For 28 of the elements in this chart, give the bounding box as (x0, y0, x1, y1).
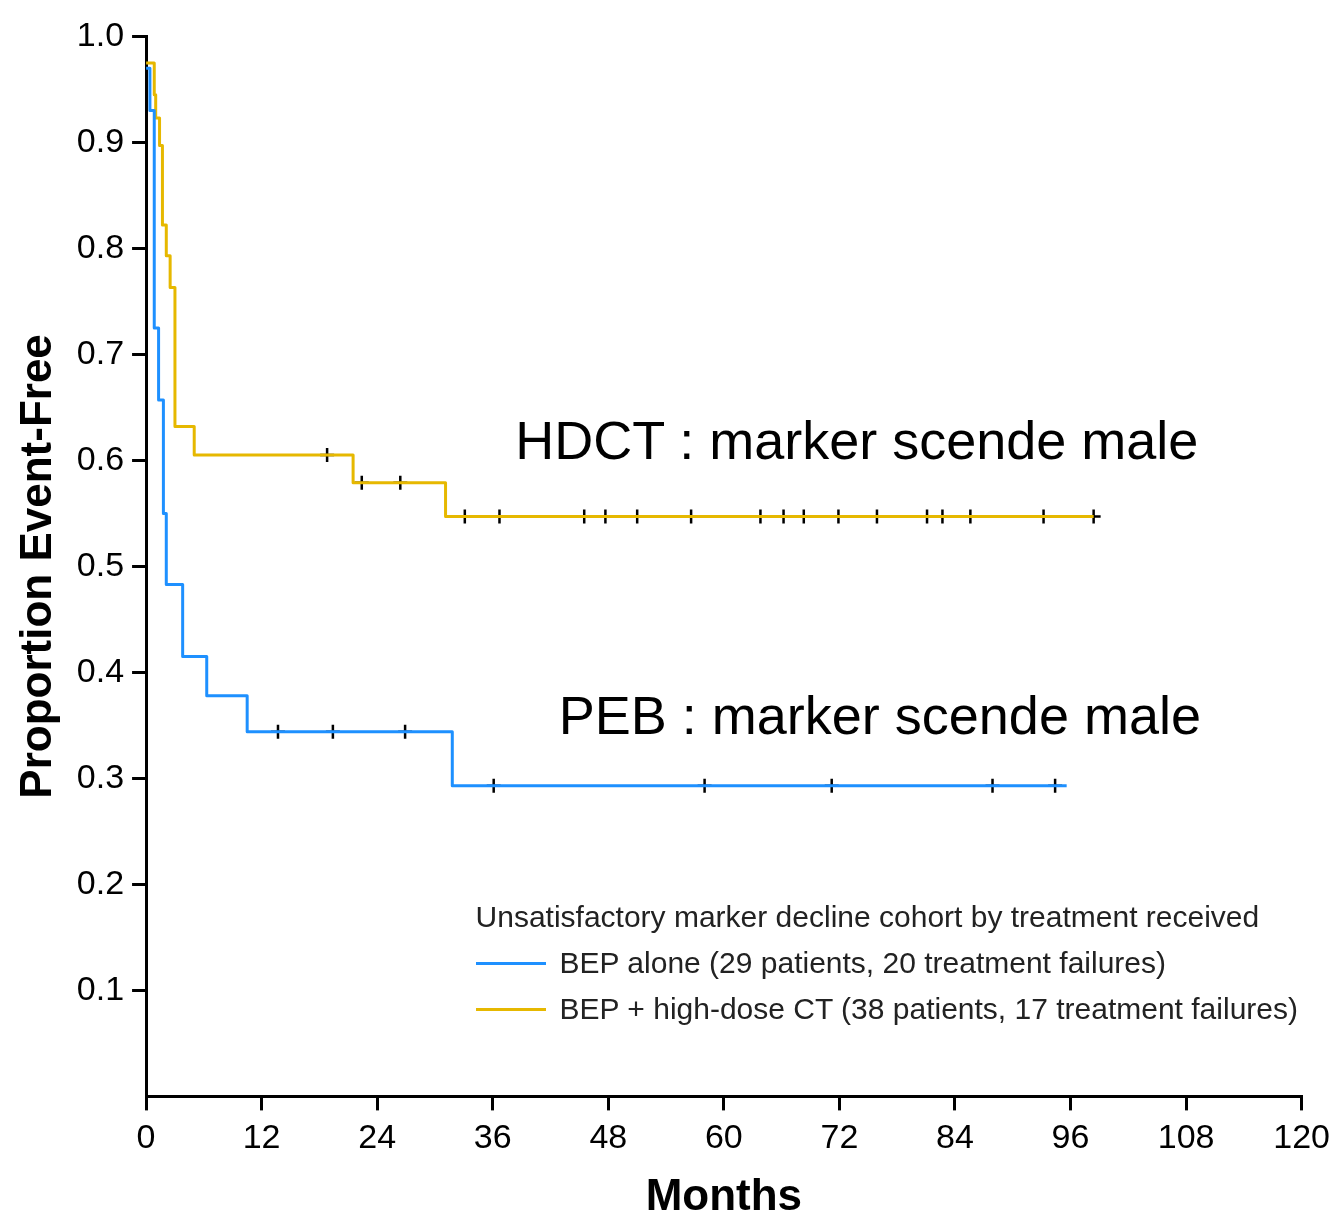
x-tick-label: 96 (1051, 1117, 1090, 1156)
legend-title: Unsatisfactory marker decline cohort by treatment received (475, 900, 1261, 934)
annotation: HDCT : marker scende male (515, 410, 1199, 471)
x-axis-title: Months (645, 1169, 803, 1219)
y-tick-label: 0.9 (76, 120, 125, 159)
y-tick-label: 0.3 (76, 756, 125, 795)
x-tick-label: 12 (242, 1117, 281, 1156)
annotation: PEB : marker scende male (558, 684, 1201, 745)
y-tick-label: 0.8 (76, 226, 125, 265)
y-tick-label: 0.6 (76, 438, 125, 477)
y-tick-label: 0.5 (76, 544, 125, 583)
x-tick-label: 72 (820, 1117, 859, 1156)
legend-label: BEP + high-dose CT (38 patients, 17 treatment failures) (559, 992, 1298, 1026)
y-tick-label: 0.4 (76, 650, 125, 689)
y-tick-label: 0.2 (76, 862, 125, 901)
x-tick-label: 108 (1157, 1117, 1215, 1156)
x-tick-label: 36 (473, 1117, 512, 1156)
y-axis-title: Proportion Event-Free (10, 334, 60, 799)
legend-label: BEP alone (29 patients, 20 treatment failures) (559, 946, 1166, 980)
y-tick-label: 0.7 (76, 332, 125, 371)
y-tick-label: 0.1 (76, 968, 125, 1007)
y-tick-label: 1.0 (76, 14, 125, 53)
x-tick-label: 60 (704, 1117, 743, 1156)
x-tick-label: 24 (358, 1117, 397, 1156)
x-tick-label: 84 (936, 1117, 974, 1156)
x-tick-label: 48 (589, 1117, 628, 1156)
x-tick-label: 0 (136, 1117, 156, 1156)
x-tick-label: 120 (1273, 1117, 1330, 1156)
